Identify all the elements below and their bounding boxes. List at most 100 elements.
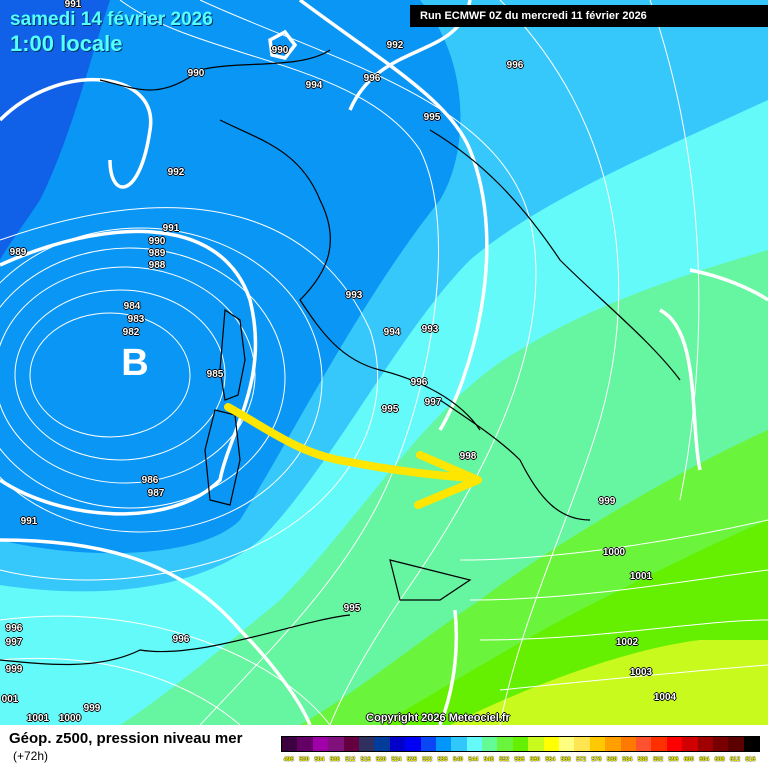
scale-label: 496 [283,757,294,763]
scale-label: 576 [591,757,602,763]
forecast-date: samedi 14 février 2026 [10,9,213,30]
isobar-label: 990 [187,68,205,79]
isobar-label: 995 [381,404,399,415]
isobar-label: 990 [148,236,166,247]
scale-label: 536 [437,757,448,763]
isobar-label: 987 [147,488,165,499]
color-swatch [666,737,683,751]
isobar-label: 996 [5,623,23,634]
isobar-label: 985 [206,369,224,380]
isobar-label: 988 [148,260,166,271]
scale-label: 600 [683,757,694,763]
scale-label: 512 [345,757,356,763]
isobar-label: 992 [386,40,404,51]
isobar-label: 991 [20,516,38,527]
scale-label: 516 [360,757,371,763]
color-swatch [559,737,575,751]
color-swatch [528,737,544,751]
scale-label: 560 [529,757,540,763]
color-swatch [297,737,313,751]
color-swatch [405,737,421,751]
isobar-label: 996 [172,634,190,645]
scale-label: 568 [560,757,571,763]
color-swatch [543,737,560,751]
isobar-label: 993 [421,324,439,335]
scale-label: 572 [576,757,587,763]
isobar-label: 998 [459,451,477,462]
isobar-label: 996 [506,60,524,71]
scale-label: 500 [299,757,310,763]
color-swatch [328,737,344,751]
scale-label: 540 [452,757,463,763]
isobar-label: 991 [162,223,180,234]
forecast-offset: (+72h) [13,749,49,763]
scale-label: 520 [376,757,387,763]
color-swatch [651,737,667,751]
isobar-label: 994 [305,80,323,91]
scale-label: 524 [391,757,402,763]
isobar-label: 1004 [653,692,677,703]
color-swatch [312,737,329,751]
scale-label: 508 [329,757,340,763]
scale-label: 596 [668,757,679,763]
color-swatch [482,737,498,751]
color-swatch [574,737,590,751]
isobar-label: 984 [123,301,141,312]
scale-label: 556 [514,757,525,763]
color-swatch [743,737,760,751]
color-swatch [435,737,452,751]
isobar-label: 994 [383,327,401,338]
scale-label: 532 [422,757,433,763]
isobar-label: 1002 [615,637,639,648]
isobar-label: 995 [343,603,361,614]
isobar-label: 001 [1,694,19,705]
coastlines [0,49,681,666]
color-swatch [374,737,390,751]
color-swatch [682,737,698,751]
color-swatch [512,737,529,751]
isobar-label: 986 [141,475,159,486]
map-title: Géop. z500, pression niveau mer [9,730,243,747]
color-swatch [420,737,436,751]
isobar-label: 1000 [602,547,626,558]
scale-label: 604 [699,757,710,763]
scale-label: 612 [730,757,741,763]
scale-label: 544 [468,757,479,763]
color-swatch [282,737,298,751]
color-swatch [620,737,636,751]
model-run-banner: Run ECMWF 0Z du mercredi 11 février 2026 [410,5,768,27]
isobar-label: 999 [5,664,23,675]
scale-label: 504 [314,757,325,763]
color-swatch [358,737,375,751]
scale-label: 564 [545,757,556,763]
isobar-label: 989 [148,248,166,259]
isobar-label: 996 [363,73,381,84]
color-swatch [728,737,744,751]
scale-label: 588 [637,757,648,763]
color-scale [281,736,761,752]
isobar-label: 1003 [629,667,653,678]
color-scale-labels: 496 500 504 508 512 516 520 524 528 532 536 540 544 5… [281,756,758,764]
color-swatch [343,737,359,751]
isobar-label: 1000 [58,713,82,724]
isobar-label: 992 [167,167,185,178]
color-swatch [466,737,483,751]
color-swatch [605,737,621,751]
scale-label: 608 [714,757,725,763]
yellow-arrow-shaft [224,403,474,482]
color-swatch [497,737,513,751]
isobar-label: 991 [64,0,82,10]
scale-label: 528 [406,757,417,763]
color-swatch [635,737,652,751]
isobar-label: 1001 [629,571,653,582]
isobar-label: 999 [598,496,616,507]
isobar-label: 990 [271,45,289,56]
weather-map: 991 990 992 990 994 996 996 995 992 991 … [0,0,768,725]
scale-label: 552 [499,757,510,763]
isobar-label: 983 [127,314,145,325]
yellow-arrow-head [414,451,482,509]
scale-label: 580 [606,757,617,763]
forecast-time: 1:00 locale [10,31,123,56]
isobar-label: 989 [9,247,27,258]
isobar-label: 982 [122,327,140,338]
